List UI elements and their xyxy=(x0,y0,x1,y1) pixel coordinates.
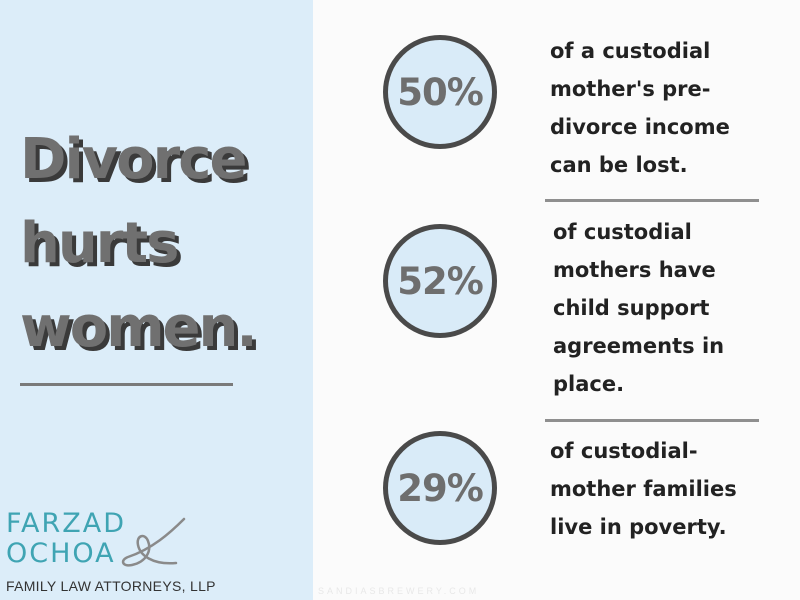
headline-line: hurts xyxy=(20,211,179,276)
stat-text-line: place. xyxy=(553,372,625,396)
stat-description-3: of custodial- mother families live in po… xyxy=(550,432,737,546)
stat-divider xyxy=(545,199,759,202)
stat-text-line: agreements in xyxy=(553,334,725,358)
stat-value: 29% xyxy=(397,466,484,510)
logo-name-line: OCHOA xyxy=(6,538,116,569)
stat-text-line: of custodial xyxy=(553,220,692,244)
stat-text-line: child support xyxy=(553,296,710,320)
watermark: SANDIASBREWERY.COM xyxy=(318,586,480,596)
ampersand-icon xyxy=(121,517,186,567)
stat-text-line: live in poverty. xyxy=(550,515,727,539)
left-panel xyxy=(0,0,313,600)
headline-line: Divorce xyxy=(20,127,247,192)
headline: Divorce hurts women. xyxy=(20,118,258,370)
stat-text-line: mother's pre- xyxy=(550,77,711,101)
stat-circle-3: 29% xyxy=(383,431,497,545)
stat-text-line: of custodial- xyxy=(550,439,698,463)
stat-text-line: mother families xyxy=(550,477,737,501)
stat-description-1: of a custodial mother's pre- divorce inc… xyxy=(550,32,730,184)
logo-name-line: FARZAD xyxy=(6,508,127,539)
stat-circle-2: 52% xyxy=(383,224,497,338)
stat-circle-1: 50% xyxy=(383,35,497,149)
stat-text-line: divorce income xyxy=(550,115,730,139)
firm-logo: FARZAD OCHOA FAMILY LAW ATTORNEYS, LLP xyxy=(6,507,306,600)
stat-divider xyxy=(545,419,759,422)
stat-value: 50% xyxy=(397,70,484,114)
stat-text-line: can be lost. xyxy=(550,153,688,177)
stat-description-2: of custodial mothers have child support … xyxy=(553,213,724,403)
stat-text-line: mothers have xyxy=(553,258,716,282)
left-divider xyxy=(20,383,233,386)
logo-subtitle: FAMILY LAW ATTORNEYS, LLP xyxy=(6,578,216,594)
headline-line: women. xyxy=(20,295,258,360)
stat-value: 52% xyxy=(397,259,484,303)
stat-text-line: of a custodial xyxy=(550,39,711,63)
